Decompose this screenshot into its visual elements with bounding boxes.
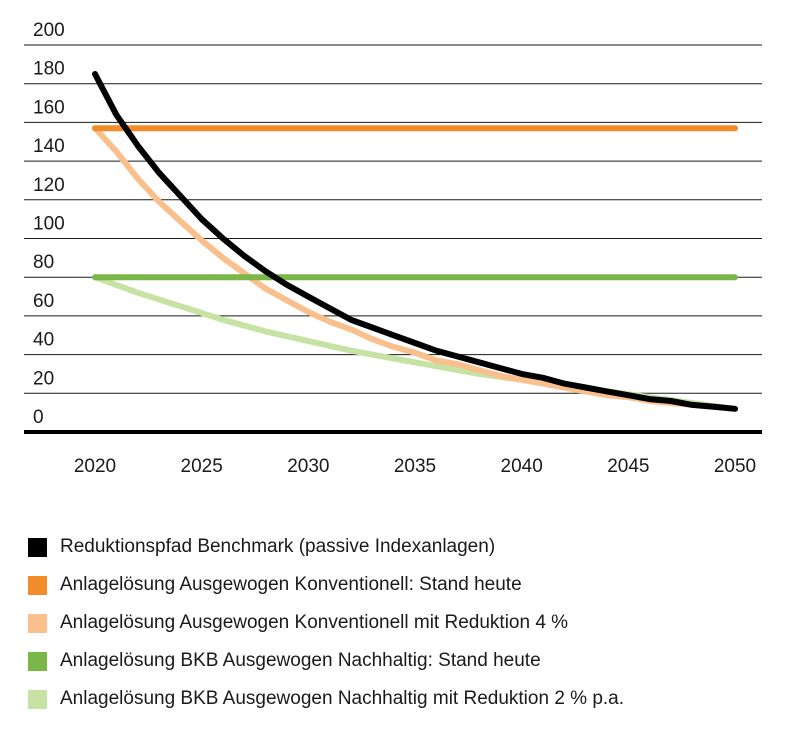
legend-item-konventionell-heute: Anlagelösung Ausgewogen Konventionell: S…: [28, 566, 624, 604]
y-tick-label: 60: [33, 291, 54, 312]
x-tick-label: 2050: [714, 456, 756, 477]
y-tick-label: 20: [33, 368, 54, 389]
series-line-2: [92, 125, 738, 412]
legend-item-nachhaltig-heute: Anlagelösung BKB Ausgewogen Nachhaltig: …: [28, 642, 624, 680]
x-axis-ticks: 2020 2025 2030 2035 2040 2045 2050: [74, 456, 756, 477]
legend-label: Reduktionspfad Benchmark (passive Indexa…: [60, 536, 496, 557]
legend-swatch: [28, 575, 47, 595]
y-tick-label: 200: [33, 20, 65, 41]
series-line-0: [92, 71, 738, 412]
legend-item-nachhaltig-reduktion: Anlagelösung BKB Ausgewogen Nachhaltig m…: [28, 680, 624, 718]
legend-label: Anlagelösung BKB Ausgewogen Nachhaltig m…: [60, 688, 625, 709]
legend-swatch: [28, 651, 47, 671]
legend-swatch: [28, 689, 47, 709]
x-tick-label: 2040: [501, 456, 543, 477]
y-tick-label: 160: [33, 97, 65, 118]
x-tick-label: 2020: [74, 456, 116, 477]
y-tick-label: 0: [33, 407, 44, 428]
y-tick-label: 120: [33, 175, 65, 196]
x-tick-label: 2045: [607, 456, 649, 477]
y-tick-label: 40: [33, 330, 54, 351]
legend-label: Anlagelösung Ausgewogen Konventionell mi…: [60, 612, 569, 633]
legend-label: Anlagelösung Ausgewogen Konventionell: S…: [60, 574, 522, 595]
x-tick-label: 2030: [287, 456, 329, 477]
series-lines: [92, 71, 738, 412]
y-tick-label: 80: [33, 252, 54, 273]
gridlines: [24, 44, 762, 394]
x-tick-label: 2025: [181, 456, 223, 477]
legend-item-konventionell-reduktion: Anlagelösung Ausgewogen Konventionell mi…: [28, 604, 624, 642]
legend: Reduktionspfad Benchmark (passive Indexa…: [28, 528, 624, 718]
y-tick-label: 140: [33, 136, 65, 157]
y-tick-label: 180: [33, 59, 65, 80]
legend-swatch: [28, 537, 47, 557]
y-tick-label: 100: [33, 214, 65, 235]
legend-label: Anlagelösung BKB Ausgewogen Nachhaltig: …: [60, 650, 541, 671]
x-tick-label: 2035: [394, 456, 436, 477]
legend-item-benchmark: Reduktionspfad Benchmark (passive Indexa…: [28, 528, 624, 566]
legend-swatch: [28, 613, 47, 633]
